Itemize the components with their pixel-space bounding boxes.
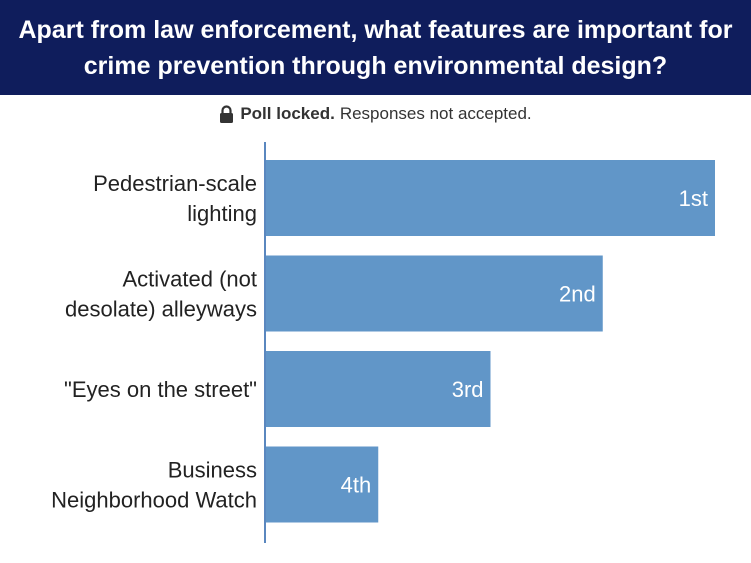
category-label: "Eyes on the street" <box>64 377 257 402</box>
poll-status: Poll locked. Responses not accepted. <box>0 101 751 127</box>
category-label-line: Pedestrian-scale <box>93 171 257 196</box>
category-label-line: Business <box>168 458 257 483</box>
chart-bars: 1st Pedestrian-scale lighting 2nd Activated … <box>51 160 715 523</box>
poll-locked-label: Poll locked. <box>240 104 335 123</box>
bar-2 <box>266 255 603 332</box>
bar-3 <box>266 351 491 427</box>
category-label-line: Neighborhood Watch <box>51 488 257 513</box>
category-label: Activated (not desolate) alleyways <box>65 267 257 322</box>
category-label-line: lighting <box>187 201 257 226</box>
category-label-line: "Eyes on the street" <box>64 377 257 402</box>
bar-rank-label: 2nd <box>559 282 596 307</box>
bar-rank-label: 3rd <box>452 377 484 402</box>
bar-1 <box>266 160 715 236</box>
category-label: Business Neighborhood Watch <box>51 458 257 513</box>
poll-question: Apart from law enforcement, what feature… <box>18 15 733 80</box>
poll-status-message: Responses not accepted. <box>339 104 532 123</box>
bar-rank-label: 4th <box>341 473 372 498</box>
bar-rank-label: 1st <box>679 186 708 211</box>
poll-header: Apart from law enforcement, what feature… <box>0 0 751 95</box>
lock-icon <box>220 105 234 123</box>
bar-4 <box>266 446 379 523</box>
category-label: Pedestrian-scale lighting <box>93 171 257 226</box>
category-label-line: Activated (not <box>122 267 257 292</box>
category-label-line: desolate) alleyways <box>65 297 257 322</box>
